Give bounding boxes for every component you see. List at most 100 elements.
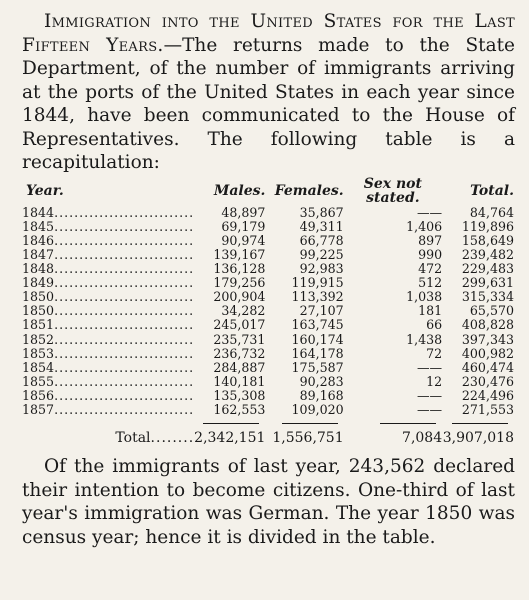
sex-not-stated-cell: 897 — [418, 232, 443, 248]
year-value: 1845 — [22, 219, 55, 234]
year-cell: 1857............................ — [22, 403, 194, 417]
year-value: 1855 — [22, 374, 55, 389]
sex-not-stated-cell: 12 — [426, 373, 443, 389]
males-cell: 48,897 — [221, 204, 266, 220]
leader-dots: ............................ — [54, 360, 195, 375]
column-total-rule — [203, 423, 260, 425]
males-cell: 284,887 — [213, 359, 266, 375]
table-row: 1848............................ 136,128 9… — [22, 261, 514, 277]
table-row: 1852............................ 235,731 1… — [22, 331, 514, 347]
table-row: 1854............................ 284,887 1… — [22, 359, 514, 375]
females-cell: 109,020 — [291, 402, 344, 417]
females-cell: 164,178 — [291, 345, 344, 361]
sex-not-stated-cell: —— — [416, 387, 443, 403]
males-cell: 162,553 — [213, 402, 266, 417]
leader-dots: ............................ — [54, 346, 195, 361]
year-cell: 1856............................ — [22, 389, 194, 403]
males-cell: 179,256 — [213, 275, 266, 291]
leader-dots: ............................ — [54, 403, 195, 417]
table-row: 1850............................ 200,904 1… — [22, 290, 514, 304]
leader-dots: ............................ — [54, 388, 195, 403]
total-cell: 229,483 — [461, 261, 514, 277]
males-cell: 200,904 — [213, 289, 266, 305]
col-header-sex-not-stated: Sex not stated. — [363, 175, 422, 206]
year-value: 1848 — [22, 262, 55, 277]
leader-dots: ............................ — [54, 318, 195, 333]
leader-dots: ............................ — [54, 332, 195, 347]
table-body: 1844............................ 48,897 35… — [22, 204, 514, 417]
year-value: 1851 — [22, 318, 55, 333]
intro-paragraph: Immigration into the United States for t… — [22, 10, 515, 175]
females-cell: 49,311 — [299, 218, 344, 234]
table-row: 1845............................ 69,179 49… — [22, 218, 514, 234]
year-value: 1847 — [22, 247, 55, 262]
males-cell: 236,732 — [213, 345, 266, 361]
year-cell: 1850............................ — [22, 290, 194, 304]
table-row: 1856............................ 135,308 8… — [22, 387, 514, 403]
total-total: 3,907,018 — [442, 430, 514, 447]
females-cell: 113,392 — [291, 289, 344, 305]
leader-dots: ............................ — [54, 290, 195, 305]
males-cell: 235,731 — [213, 331, 266, 347]
males-cell: 139,167 — [213, 246, 266, 262]
year-cell: 1851............................ — [22, 318, 194, 332]
year-cell: 1853............................ — [22, 347, 194, 361]
year-value: 1846 — [22, 233, 55, 248]
total-cell: 84,764 — [469, 204, 514, 220]
sex-not-stated-cell: 1,038 — [406, 289, 443, 305]
total-cell: 224,496 — [461, 387, 514, 403]
total-label: Total — [115, 430, 151, 446]
year-value: 1850 — [22, 290, 55, 305]
year-cell: 1844............................ — [22, 206, 194, 220]
column-total-rule — [452, 423, 508, 425]
sex-not-stated-cell: 181 — [418, 303, 443, 319]
col-header-males: Males. — [213, 182, 266, 199]
males-cell: 140,181 — [213, 373, 266, 389]
total-cell: 408,828 — [461, 317, 514, 333]
col-header-females: Females. — [274, 182, 344, 199]
sex-not-stated-cell: 512 — [418, 275, 443, 291]
total-cell: 119,896 — [461, 218, 514, 234]
total-cell: 299,631 — [461, 275, 514, 291]
males-cell: 136,128 — [213, 261, 266, 277]
sex-not-stated-cell: 472 — [418, 261, 443, 277]
closing-paragraph: Of the immigrants of last year, 243,562 … — [22, 456, 515, 548]
leader-dots: ............................ — [54, 233, 195, 248]
total-males: 2,342,151 — [194, 430, 266, 447]
females-cell: 119,915 — [291, 275, 344, 291]
females-cell: 99,225 — [299, 246, 344, 262]
total-row: Total........ 2,342,151 1,556,751 7,084 … — [22, 417, 514, 445]
leader-dots: ............................ — [54, 219, 195, 234]
females-cell: 89,168 — [299, 387, 344, 403]
males-cell: 135,308 — [213, 387, 266, 403]
article-heading: Immigration into the United States for t… — [22, 11, 515, 56]
year-cell: 1847............................ — [22, 248, 194, 262]
year-cell: 1850............................ — [22, 304, 194, 318]
year-value: 1853 — [22, 346, 55, 361]
year-cell: 1855............................ — [22, 375, 194, 389]
leader-dots: ............................ — [54, 276, 195, 291]
table-row: 1853............................ 236,732 1… — [22, 345, 514, 361]
year-value: 1844 — [22, 205, 55, 220]
year-value: 1852 — [22, 332, 55, 347]
year-value: 1856 — [22, 388, 55, 403]
table-row: 1857............................ 162,553 1… — [22, 402, 514, 417]
leader-dots: ............................ — [54, 304, 195, 319]
year-value: 1854 — [22, 360, 55, 375]
females-cell: 175,587 — [291, 359, 344, 375]
leader-dots: ............................ — [54, 374, 195, 389]
males-cell: 69,179 — [221, 218, 266, 234]
sex-not-stated-cell: 66 — [426, 317, 443, 333]
total-sex-not-stated: 7,084 — [402, 430, 443, 447]
females-cell: 90,283 — [299, 373, 344, 389]
table-row: 1846............................ 90,974 66… — [22, 232, 514, 248]
sex-not-stated-cell: 990 — [418, 246, 443, 262]
males-cell: 245,017 — [213, 317, 266, 333]
leader-dots: ............................ — [54, 205, 195, 220]
col-header-total: Total. — [470, 182, 514, 199]
total-cell: 397,343 — [461, 331, 514, 347]
total-cell: 65,570 — [469, 303, 514, 319]
sex-not-stated-cell: 1,406 — [406, 218, 443, 234]
table-row: 1851............................ 245,017 1… — [22, 318, 514, 332]
